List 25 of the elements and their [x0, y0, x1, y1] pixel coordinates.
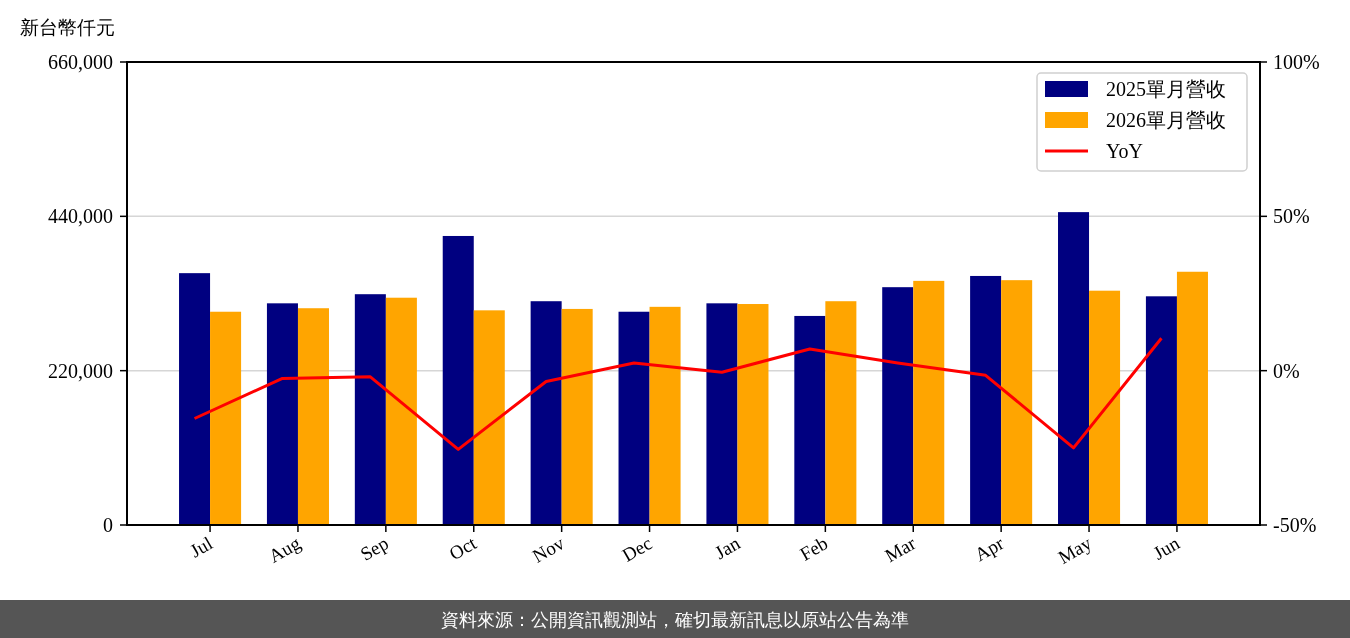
- legend-label: 2025單月營收: [1106, 78, 1226, 100]
- ylabel: 新台幣仟元: [20, 17, 115, 38]
- xtick: Dec: [618, 532, 656, 566]
- annotation: 資料來源：公開資訊觀測站，確切最新訊息以原站公告為準: [441, 610, 909, 630]
- y2tick: -50%: [1273, 514, 1317, 536]
- ytick: 0: [103, 514, 113, 536]
- legend-label: 2026單月營收: [1106, 109, 1226, 131]
- xtick: Aug: [265, 532, 304, 567]
- y2tick: 0%: [1273, 359, 1300, 382]
- y2tick: 50%: [1273, 205, 1310, 228]
- y2tick: 100%: [1273, 51, 1320, 73]
- xtick: Jan: [711, 532, 744, 564]
- xtick: Apr: [971, 532, 1008, 566]
- xtick: May: [1054, 532, 1096, 568]
- legend-label: YoY: [1106, 140, 1143, 162]
- xtick: Oct: [445, 532, 480, 565]
- xtick: Jul: [186, 532, 217, 562]
- ytick: 220,000: [48, 359, 113, 382]
- xtick: Mar: [881, 532, 920, 567]
- xtick: Jun: [1149, 532, 1183, 564]
- xtick: Sep: [356, 532, 392, 565]
- xtick: Nov: [528, 532, 568, 567]
- ytick: 440,000: [48, 205, 113, 228]
- xtick: Feb: [796, 532, 832, 565]
- ytick: 660,000: [48, 51, 113, 73]
